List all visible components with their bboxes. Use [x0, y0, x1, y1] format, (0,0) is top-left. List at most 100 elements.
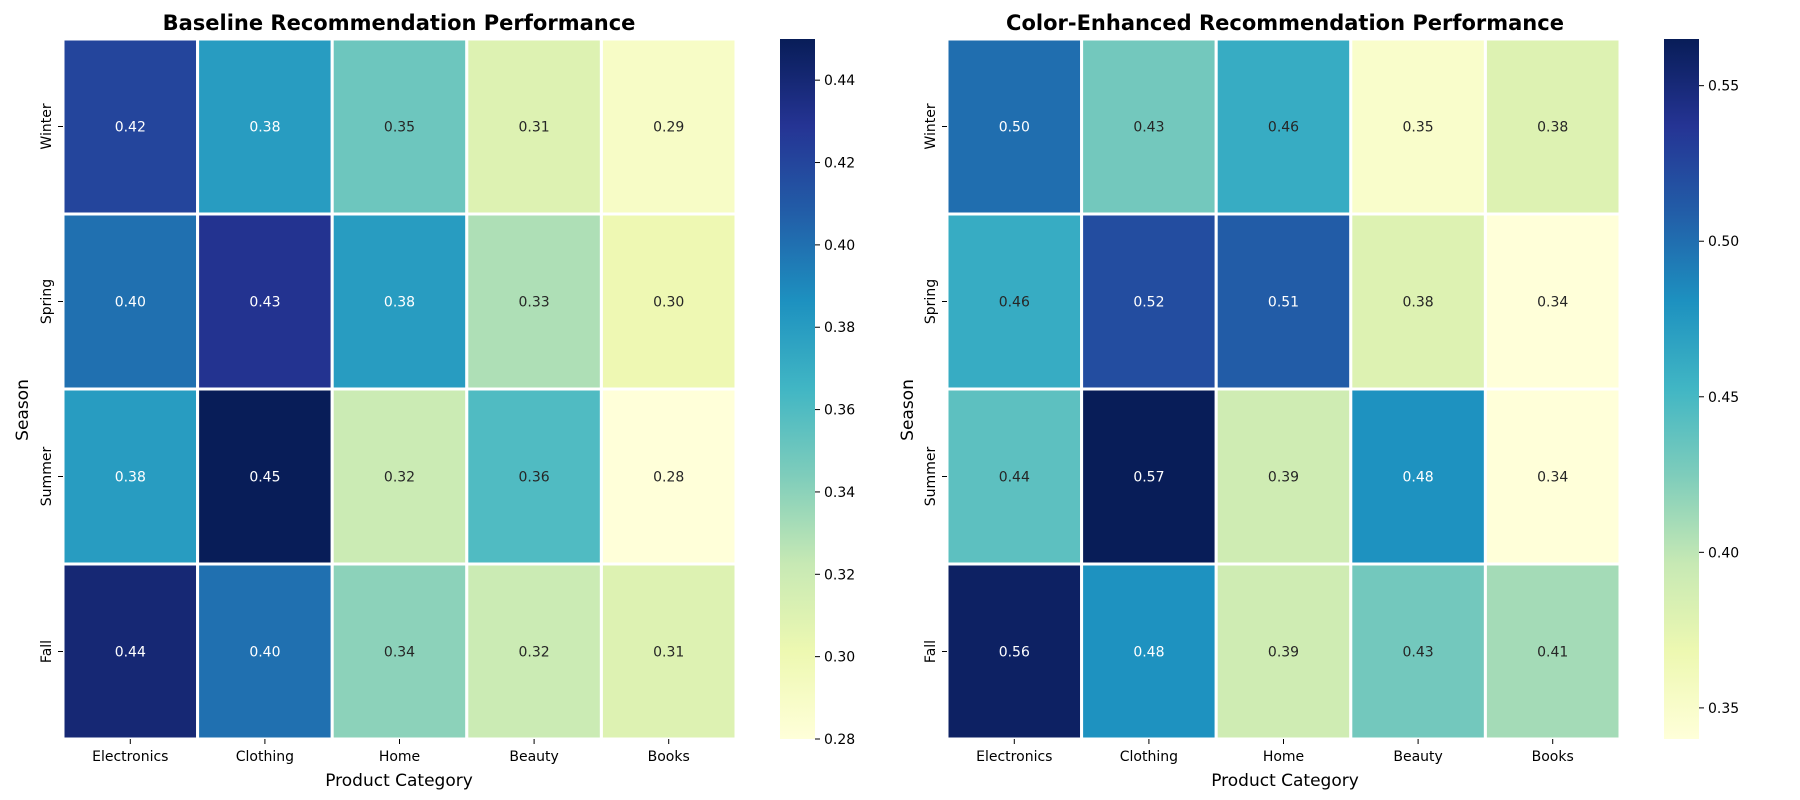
- colorbar: 0.35 0.40 0.45 0.50 0.55: [1664, 39, 1739, 739]
- cell-value-label: 0.50: [999, 120, 1030, 136]
- heatmap-cell: [599, 562, 738, 741]
- x-tick-label: Clothing: [1120, 749, 1178, 765]
- heatmap-cell: [1080, 212, 1218, 391]
- cell-value-label: 0.38: [249, 120, 280, 136]
- x-tick-label: Home: [1263, 749, 1304, 765]
- y-tick-label: Spring: [39, 279, 55, 324]
- heatmap-cell: [330, 562, 469, 741]
- x-tick-label: Clothing: [236, 749, 294, 765]
- cell-value-label: 0.52: [1133, 295, 1164, 311]
- heatmap-cell: [1483, 387, 1622, 566]
- heatmap-cell: [330, 212, 469, 391]
- cell-value-label: 0.34: [1537, 295, 1568, 311]
- y-axis-label: Season: [13, 379, 33, 441]
- heatmap-cell: [196, 387, 334, 566]
- x-tick-label: Electronics: [976, 749, 1052, 765]
- colorbar-tick-label: 0.30: [824, 650, 855, 666]
- colorbar-tick-label: 0.42: [824, 156, 855, 172]
- cell-value-label: 0.48: [1403, 470, 1434, 486]
- y-tick-label: Summer: [39, 447, 55, 507]
- y-tick-label: Fall: [39, 640, 55, 663]
- y-tick-label: Winter: [923, 103, 939, 149]
- colorbar-tick-label: 0.35: [1708, 701, 1739, 717]
- cell-value-label: 0.32: [384, 470, 415, 486]
- heatmap-cell: [1080, 37, 1218, 216]
- colorbar-tick-label: 0.34: [824, 485, 855, 501]
- x-tick-label: Beauty: [509, 749, 558, 765]
- cell-value-label: 0.44: [115, 645, 146, 661]
- heatmap-cell: [330, 37, 469, 216]
- cell-value-label: 0.38: [1537, 120, 1568, 136]
- cell-value-label: 0.34: [1537, 470, 1568, 486]
- heatmap-cell: [196, 37, 334, 216]
- colorbar-tick-label: 0.40: [824, 238, 855, 254]
- y-tick-label: Summer: [923, 447, 939, 507]
- cell-value-label: 0.38: [1403, 295, 1434, 311]
- cell-value-label: 0.29: [653, 120, 684, 136]
- heatmap-cell: [945, 212, 1084, 391]
- cell-value-label: 0.32: [519, 645, 550, 661]
- y-axis-ticks: Winter Spring Summer Fall: [923, 103, 947, 663]
- cell-value-label: 0.56: [999, 645, 1030, 661]
- heatmap-cell: [1349, 37, 1487, 216]
- heatmap-cells: 0.50 0.43 0.46 0.35 0.38 0.46 0.52 0.51 0.38 0.34…: [945, 37, 1622, 741]
- heatmap-cell: [465, 387, 603, 566]
- heatmap-cell: [465, 562, 603, 741]
- cell-value-label: 0.39: [1268, 470, 1299, 486]
- heatmap-cells: 0.42 0.38 0.35 0.31 0.29 0.40 0.43 0.38 0.33 0.30…: [61, 37, 738, 741]
- heatmap-cell: [1483, 37, 1622, 216]
- cell-value-label: 0.40: [249, 645, 280, 661]
- y-tick-label: Spring: [923, 279, 939, 324]
- cell-value-label: 0.41: [1537, 645, 1568, 661]
- heatmap-cell: [1080, 387, 1218, 566]
- cell-value-label: 0.57: [1133, 470, 1164, 486]
- x-axis-ticks: Electronics Clothing Home Beauty Books: [92, 739, 690, 765]
- chart-title: Color-Enhanced Recommendation Performanc…: [1006, 11, 1564, 35]
- cell-value-label: 0.48: [1133, 645, 1164, 661]
- y-tick-label: Winter: [39, 103, 55, 149]
- colorbar-tick-label: 0.45: [1708, 390, 1739, 406]
- cell-value-label: 0.42: [115, 120, 146, 136]
- colorbar-tick-label: 0.36: [824, 403, 855, 419]
- x-tick-label: Books: [1532, 749, 1574, 765]
- colorbar-tick-label: 0.44: [824, 73, 855, 89]
- cell-value-label: 0.43: [1133, 120, 1164, 136]
- heatmap-cell: [1214, 37, 1353, 216]
- colorbar: 0.28 0.30 0.32 0.34 0.36 0.38 0.40 0.42 0.44: [780, 39, 855, 748]
- colorbar-gradient: [1664, 39, 1699, 739]
- cell-value-label: 0.35: [1403, 120, 1434, 136]
- x-axis-label: Product Category: [325, 771, 473, 791]
- colorbar-tick-label: 0.28: [824, 732, 855, 748]
- cell-value-label: 0.31: [653, 645, 684, 661]
- cell-value-label: 0.34: [384, 645, 415, 661]
- colorbar-tick-label: 0.55: [1708, 79, 1739, 95]
- x-tick-label: Books: [648, 749, 690, 765]
- cell-value-label: 0.45: [249, 470, 280, 486]
- colorbar-tick-label: 0.38: [824, 320, 855, 336]
- cell-value-label: 0.38: [115, 470, 146, 486]
- y-tick-label: Fall: [923, 640, 939, 663]
- colorbar-gradient: [780, 39, 815, 739]
- x-tick-label: Electronics: [92, 749, 168, 765]
- cell-value-label: 0.44: [999, 470, 1030, 486]
- chart-title: Baseline Recommendation Performance: [163, 11, 636, 35]
- y-axis-label: Season: [898, 379, 918, 441]
- colorbar-tick-label: 0.32: [824, 567, 855, 583]
- cell-value-label: 0.43: [1403, 645, 1434, 661]
- x-tick-label: Beauty: [1393, 749, 1442, 765]
- heatmap-cell: [61, 37, 200, 216]
- cell-value-label: 0.33: [519, 295, 550, 311]
- heatmap-panel-color-enhanced: Color-Enhanced Recommendation Performanc…: [898, 11, 1739, 791]
- cell-value-label: 0.43: [249, 295, 280, 311]
- cell-value-label: 0.46: [999, 295, 1030, 311]
- heatmap-panel-baseline: Baseline Recommendation Performance 0.42…: [13, 11, 855, 791]
- x-axis-ticks: Electronics Clothing Home Beauty Books: [976, 739, 1574, 765]
- y-axis-ticks: Winter Spring Summer Fall: [39, 103, 63, 663]
- heatmap-cell: [1349, 562, 1487, 741]
- cell-value-label: 0.31: [519, 120, 550, 136]
- heatmap-cell: [599, 212, 738, 391]
- colorbar-tick-label: 0.50: [1708, 234, 1739, 250]
- heatmap-cell: [1483, 562, 1622, 741]
- cell-value-label: 0.28: [653, 470, 684, 486]
